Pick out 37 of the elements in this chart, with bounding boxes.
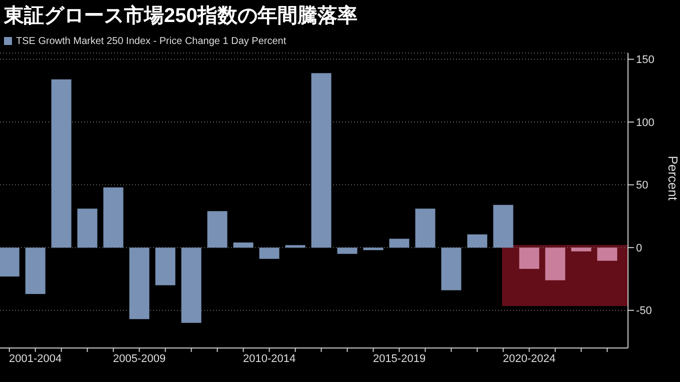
x-tick-label: 2005-2009 [113, 352, 166, 365]
x-tick-label: 2015-2019 [372, 352, 426, 365]
y-tick-label: 100 [636, 116, 654, 129]
x-tick-label: 2001-2004 [9, 352, 62, 365]
bar [77, 208, 98, 248]
bar [389, 238, 410, 248]
bar [363, 248, 384, 250]
bar [155, 248, 176, 286]
bar [103, 187, 124, 248]
bar [519, 248, 540, 269]
legend-label: TSE Growth Market 250 Index - Price Change 1 Day Percent [16, 36, 286, 47]
y-tick-label: 50 [636, 180, 648, 192]
bar [493, 204, 514, 248]
bar [337, 248, 358, 254]
y-tick-label: 150 [636, 54, 654, 66]
y-tick-label: -50 [636, 305, 652, 318]
bar [129, 248, 150, 320]
bar [207, 211, 228, 248]
bar [25, 248, 46, 294]
bar [467, 234, 488, 248]
bar [233, 242, 254, 248]
y-tick-label: 0 [636, 242, 642, 254]
bar [311, 73, 332, 248]
chart-title: 東証グロース市場250指数の年間騰落率 [4, 4, 358, 29]
bar [415, 208, 436, 248]
bar [0, 248, 20, 276]
y-axis-title: Percent [665, 156, 680, 201]
bar [441, 248, 462, 290]
bar [51, 79, 72, 248]
bar [597, 248, 618, 261]
x-tick-label: 2010-2014 [242, 352, 296, 365]
bar [571, 248, 592, 252]
bar [545, 248, 566, 280]
bar [259, 248, 280, 259]
bar [285, 245, 306, 248]
bar [181, 248, 202, 323]
x-tick-label: 2020-2024 [502, 352, 556, 365]
